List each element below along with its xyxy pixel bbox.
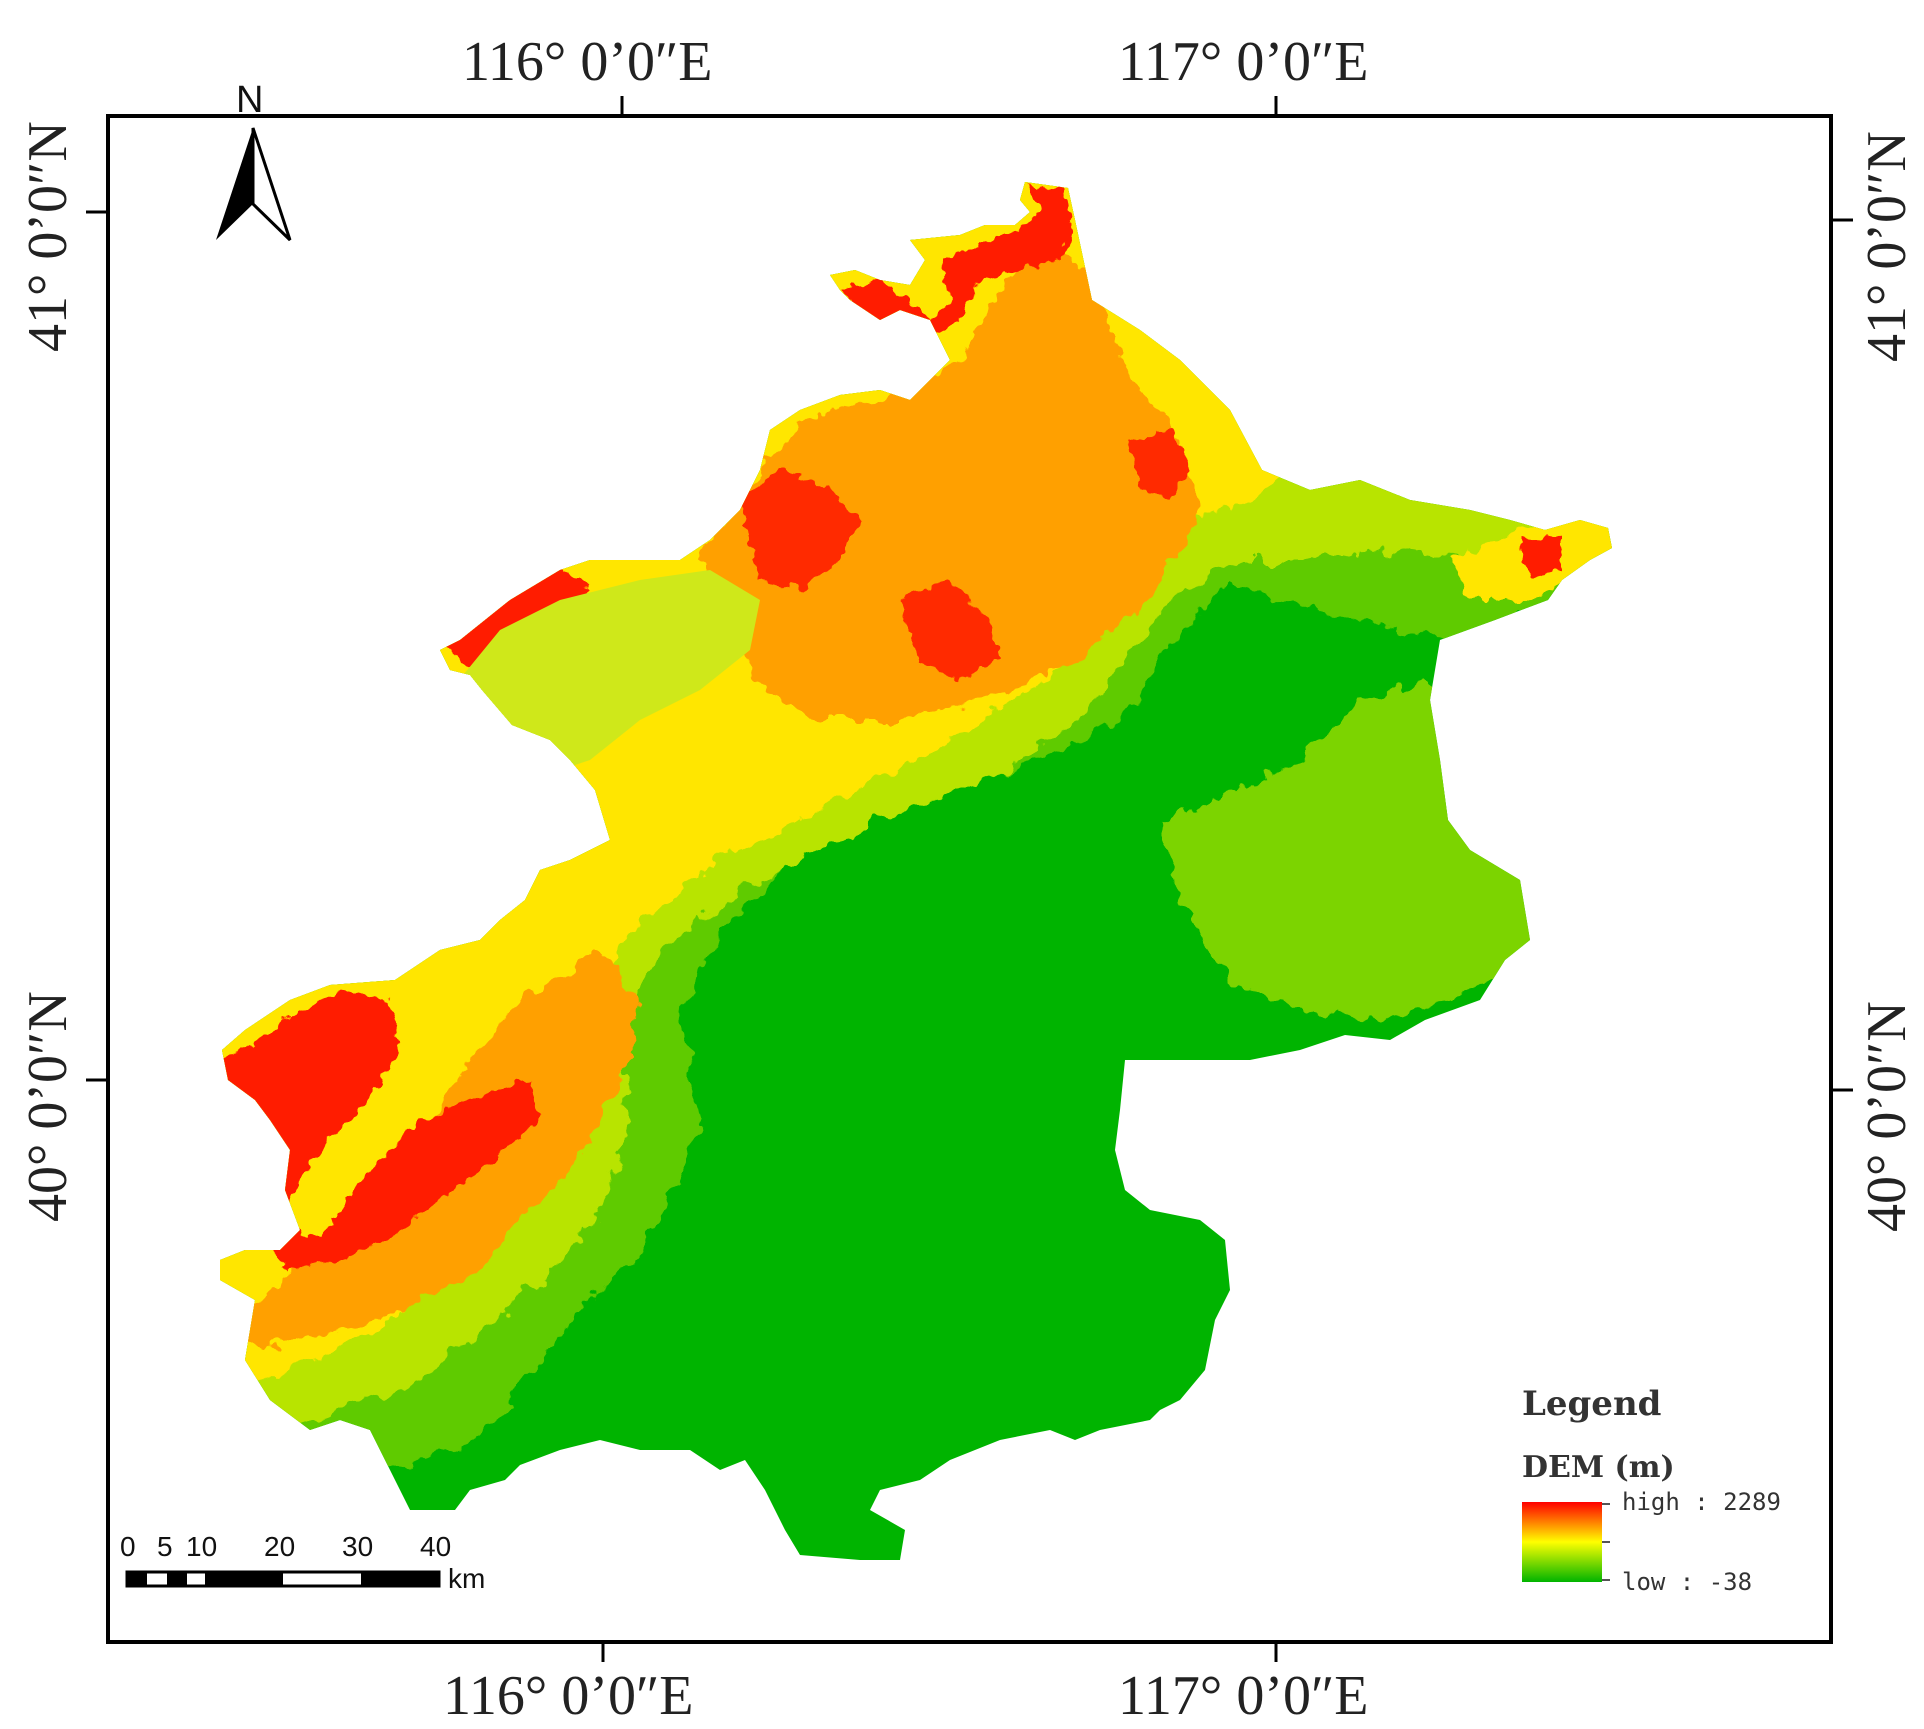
legend-color-ramp: [1522, 1502, 1602, 1582]
lat-label-left-40: 40° 0’0″N: [17, 991, 79, 1222]
high-peaks-far-ne: [1520, 535, 1560, 580]
high-peaks-west: [440, 565, 590, 670]
high-peaks-southwest: [222, 990, 540, 1270]
scale-seg-5: [205, 1572, 283, 1586]
lat-label-right-40: 40° 0’0″N: [1856, 1001, 1918, 1232]
scale-seg-1: [127, 1572, 147, 1586]
scale-tick-5: 5: [157, 1531, 173, 1562]
scale-tick-20: 20: [264, 1531, 295, 1562]
legend: Legend DEM (m) high : 2289 low : -38: [1522, 1384, 1781, 1596]
scale-tick-40: 40: [420, 1531, 451, 1562]
scale-seg-3: [167, 1572, 187, 1586]
lat-label-right-41: 41° 0’0″N: [1856, 131, 1918, 362]
upper-elevation-north: [700, 230, 1200, 720]
high-peaks-center2: [900, 580, 1000, 680]
scale-tick-0: 0: [120, 1531, 136, 1562]
north-label: N: [236, 79, 263, 121]
lon-label-bottom-117: 117° 0’0″E: [1118, 1665, 1369, 1727]
lon-label-top-116: 116° 0’0″E: [462, 31, 713, 93]
legend-low-label: low : -38: [1622, 1568, 1752, 1596]
lat-label-left-41: 41° 0’0″N: [17, 121, 79, 352]
legend-high-label: high : 2289: [1622, 1488, 1781, 1516]
graticule-ticks: [86, 96, 1853, 1662]
legend-title: Legend: [1522, 1384, 1661, 1424]
high-peaks-north: [840, 185, 1072, 340]
scale-bar: 0 5 10 20 30 40 km: [120, 1531, 485, 1594]
north-arrow: N: [216, 79, 292, 242]
scale-seg-7: [361, 1572, 439, 1586]
scale-tick-30: 30: [342, 1531, 373, 1562]
scale-tick-10: 10: [186, 1531, 217, 1562]
yanqing-basin: [455, 570, 760, 770]
lon-label-top-117: 117° 0’0″E: [1118, 31, 1369, 93]
high-peaks-center: [740, 470, 860, 590]
high-peaks-ne: [1130, 430, 1190, 500]
lon-label-bottom-116: 116° 0’0″E: [443, 1665, 694, 1727]
scale-unit: km: [448, 1563, 485, 1594]
legend-layer-name: DEM (m): [1522, 1450, 1675, 1485]
north-arrow-icon: [216, 127, 292, 242]
